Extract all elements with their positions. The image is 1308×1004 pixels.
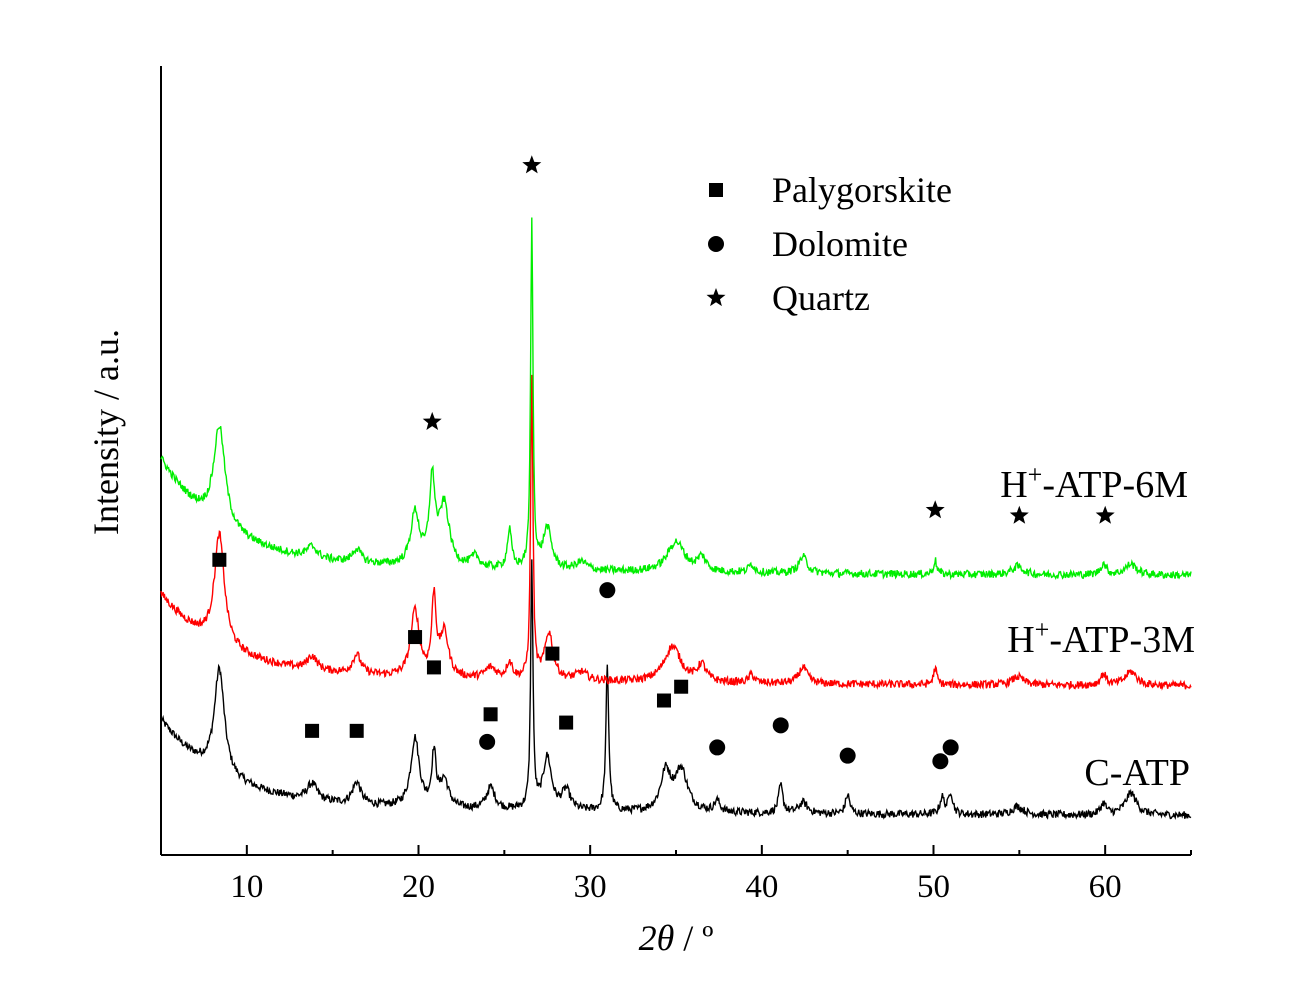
x-tick-label: 30 [574,869,607,905]
circle-peak-marker [599,582,616,599]
legend-star-marker [706,288,726,307]
series-line-2 [160,217,1192,581]
legend-label: Palygorskite [772,170,952,210]
square-peak-marker [674,679,689,694]
x-tick-label: 20 [402,869,435,905]
circle-peak-marker [772,717,789,734]
series-label-superscript: + [1028,460,1043,489]
star-peak-marker [1009,505,1029,524]
x-axis-title-prefix: 2 [639,918,657,958]
traces [160,217,1192,820]
square-peak-marker [408,630,423,645]
circle-peak-marker [839,747,856,764]
series-label-tail: -ATP-6M [1042,464,1188,506]
series-label-0: C-ATP [1084,752,1190,794]
circle-peak-marker [479,733,496,750]
square-peak-marker [559,715,574,730]
star-peak-marker [925,500,945,519]
legend-square-marker [709,183,723,197]
circle-peak-marker [932,753,949,770]
square-peak-marker [545,646,560,661]
series-label-1: H+-ATP-3M [1007,615,1195,662]
x-tick-label: 50 [917,869,950,905]
star-peak-marker [422,411,442,430]
circle-peak-marker [942,739,959,756]
square-peak-marker [305,723,320,738]
x-tick-label: 40 [745,869,778,905]
star-peak-marker [522,155,542,174]
legend-circle-marker [708,236,724,252]
series-label-main: C-ATP [1084,752,1190,794]
legend: Palygorskite Dolomite Quartz [706,170,952,318]
x-axis-title: 2θ / º [639,918,714,958]
x-axis-title-theta: θ [657,918,675,958]
peak-markers [212,155,1115,770]
x-tick-label: 10 [230,869,263,905]
circle-peak-marker [709,739,726,756]
square-peak-marker [426,660,441,675]
series-label-superscript: + [1035,615,1050,644]
series-line-0 [160,559,1192,820]
series-label-main: H [1000,464,1027,506]
square-peak-marker [349,723,364,738]
x-tick-label: 60 [1089,869,1122,905]
series-line-1 [160,374,1192,691]
x-axis-title-suffix: / º [674,918,713,958]
square-peak-marker [212,552,227,567]
square-peak-marker [483,707,498,722]
square-peak-marker [656,693,671,708]
legend-label: Quartz [772,278,870,318]
y-axis-title: Intensity / a.u. [86,329,126,535]
series-label-2: H+-ATP-6M [1000,460,1188,507]
series-label-main: H [1007,619,1034,661]
star-peak-marker [1095,505,1115,524]
series-label-tail: -ATP-3M [1049,619,1195,661]
legend-label: Dolomite [772,224,908,264]
x-ticks: 10 20 30 40 50 60 [160,845,1192,905]
